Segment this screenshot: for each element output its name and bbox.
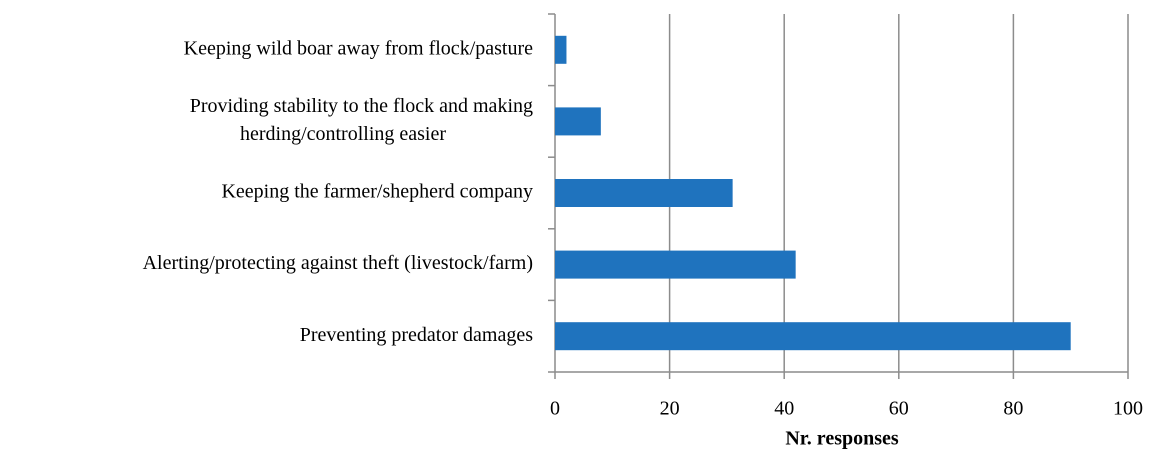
y-tick-label: Keeping the farmer/shepherd company bbox=[221, 181, 533, 203]
bar bbox=[555, 35, 567, 64]
bar bbox=[555, 107, 601, 136]
y-tick-label: Alerting/protecting against theft (lives… bbox=[143, 252, 533, 274]
x-tick-label: 20 bbox=[660, 398, 680, 420]
x-tick-label: 40 bbox=[774, 398, 794, 420]
x-tick-label: 0 bbox=[550, 398, 560, 420]
x-axis-label: Nr. responses bbox=[785, 428, 899, 450]
y-tick-label: Providing stability to the flock and mak… bbox=[190, 95, 533, 117]
x-tick-label: 100 bbox=[1113, 398, 1143, 420]
bar bbox=[555, 179, 733, 207]
y-tick-label: Keeping wild boar away from flock/pastur… bbox=[184, 37, 533, 59]
x-tick-label: 60 bbox=[889, 398, 909, 420]
bar bbox=[555, 322, 1071, 351]
y-tick-label: herding/controlling easier bbox=[240, 123, 446, 145]
bar bbox=[555, 250, 796, 279]
x-tick-label: 80 bbox=[1003, 398, 1023, 420]
y-tick-label: Preventing predator damages bbox=[300, 324, 533, 346]
